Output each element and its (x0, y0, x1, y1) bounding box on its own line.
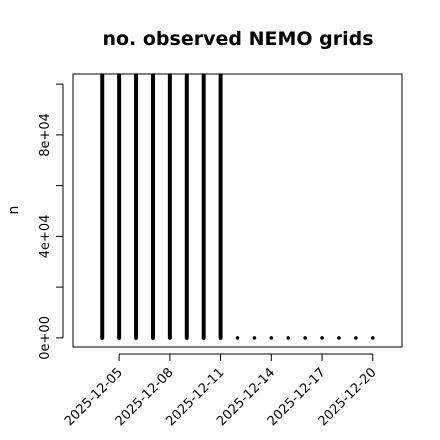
point (269, 336, 274, 340)
point (370, 336, 375, 340)
y-tick-label: 8e+04 (38, 113, 53, 157)
y-tick-label: 4e+04 (38, 215, 53, 259)
y-axis-label: n (6, 206, 22, 215)
y-tick-label: 0e+00 (38, 316, 53, 360)
point (337, 336, 341, 340)
point (286, 336, 291, 340)
point (303, 336, 307, 340)
point (235, 336, 240, 340)
plot-box (72, 73, 403, 348)
chart-title: no. observed NEMO grids (102, 28, 373, 50)
point (320, 336, 324, 340)
point (354, 336, 358, 340)
point (252, 336, 257, 340)
